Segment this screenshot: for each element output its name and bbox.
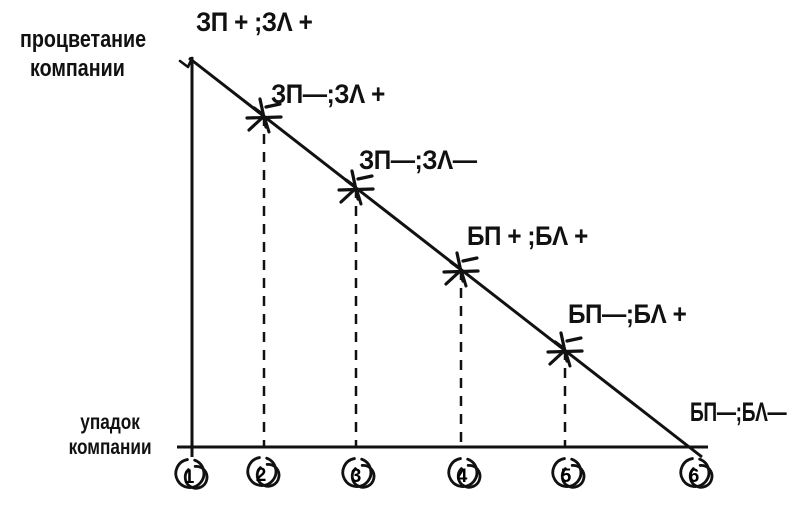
svg-text:1: 1 — [184, 467, 195, 488]
svg-text:4: 4 — [457, 466, 468, 487]
svg-text:2: 2 — [256, 465, 267, 486]
svg-text:5: 5 — [561, 466, 572, 487]
svg-text:6: 6 — [689, 466, 700, 487]
svg-text:3: 3 — [351, 466, 362, 487]
